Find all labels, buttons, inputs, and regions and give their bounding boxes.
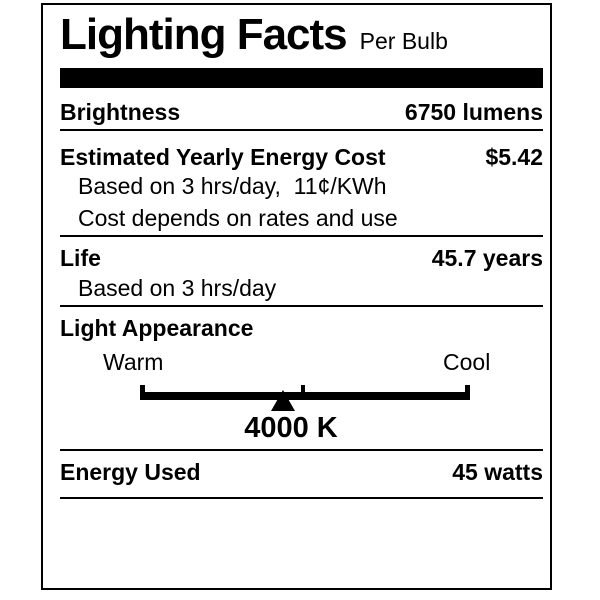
scale-center-tick (301, 385, 305, 400)
life-note: Based on 3 hrs/day (78, 275, 277, 301)
energy-used-row: Energy Used 45 watts (60, 459, 543, 485)
divider (60, 129, 543, 131)
label-header: Lighting Facts Per Bulb (60, 13, 543, 57)
warm-label: Warm (103, 349, 164, 375)
energy-cost-note-2: Cost depends on rates and use (78, 205, 398, 231)
header-separator-bar (60, 68, 543, 88)
temperature-marker-triangle-icon (271, 390, 295, 411)
energy-cost-row: Estimated Yearly Energy Cost $5.42 (60, 144, 543, 170)
divider (60, 235, 543, 237)
scale-bar (140, 392, 470, 400)
life-value: 45.7 years (431, 245, 543, 271)
color-temperature-scale (60, 385, 543, 425)
cool-label: Cool (443, 349, 491, 375)
life-label: Life (60, 245, 101, 271)
label-subtitle: Per Bulb (359, 28, 448, 54)
light-appearance-row: Light Appearance (60, 315, 543, 341)
energy-used-label: Energy Used (60, 459, 201, 485)
energy-cost-label: Estimated Yearly Energy Cost (60, 144, 386, 170)
brightness-label: Brightness (60, 99, 181, 125)
divider (60, 449, 543, 451)
energy-used-value: 45 watts (452, 459, 543, 485)
lighting-facts-label: Lighting Facts Per Bulb Brightness 6750 l… (41, 3, 552, 590)
brightness-row: Brightness 6750 lumens (60, 99, 543, 125)
label-title: Lighting Facts (60, 10, 348, 59)
light-appearance-label: Light Appearance (60, 315, 254, 341)
energy-cost-value: $5.42 (485, 144, 543, 170)
brightness-value: 6750 lumens (404, 99, 543, 125)
temperature-value: 4000 K (244, 412, 338, 444)
divider (60, 305, 543, 307)
life-row: Life 45.7 years (60, 245, 543, 271)
energy-cost-note-1: Based on 3 hrs/day, 11¢/KWh (78, 173, 387, 199)
divider (60, 497, 543, 499)
scale-right-endcap (465, 385, 470, 400)
